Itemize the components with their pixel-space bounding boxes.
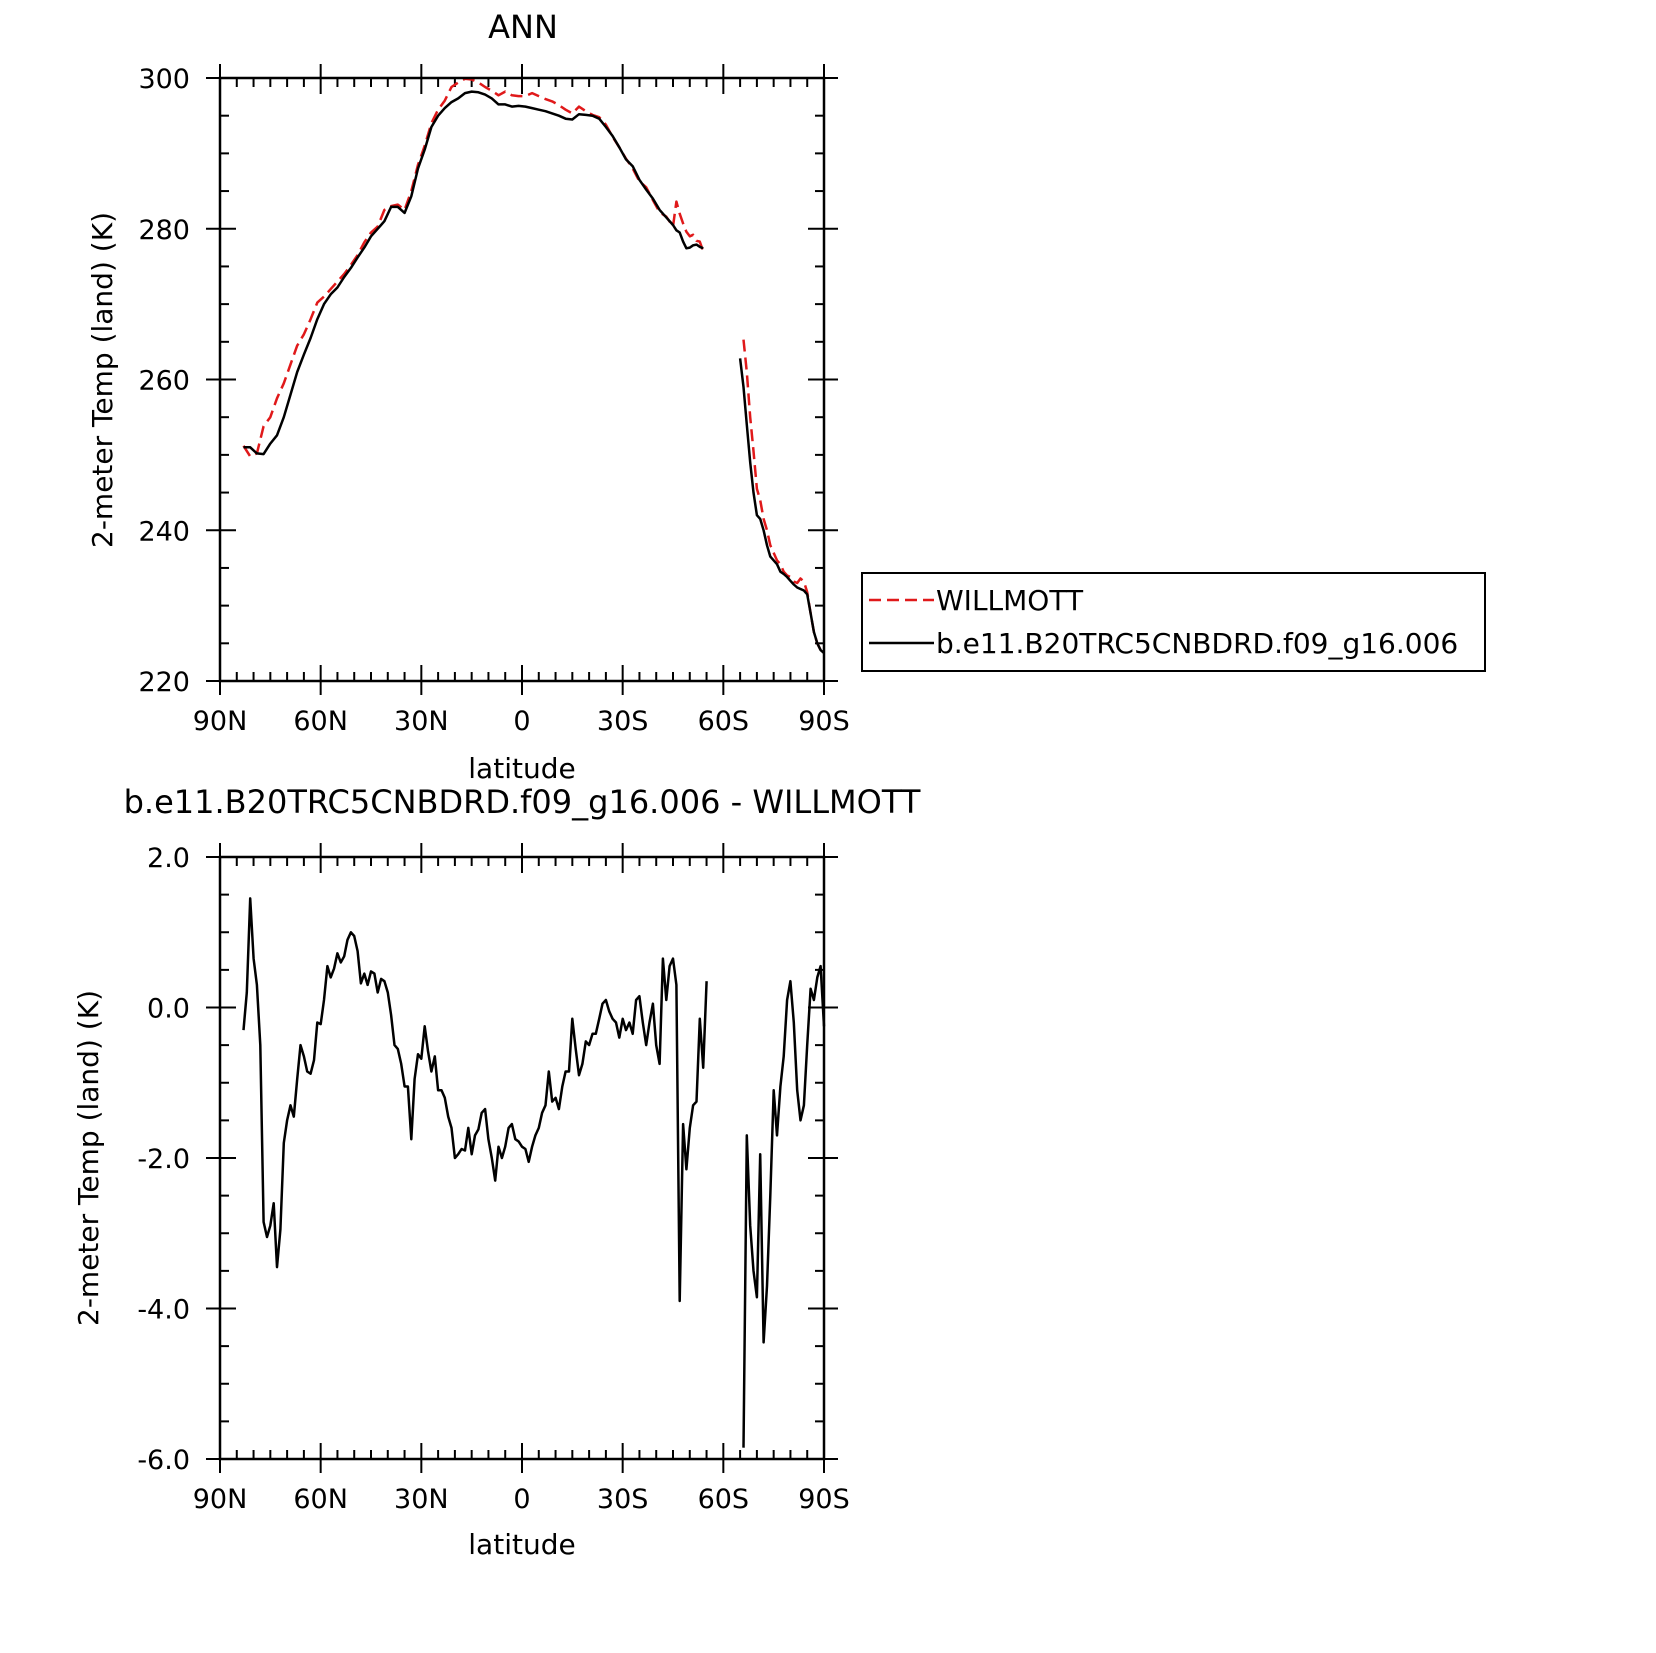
y-tick-label: 300 — [138, 64, 190, 95]
series-layer — [242, 897, 826, 1448]
x-tick-label: 60N — [293, 1484, 348, 1515]
tick-labels: 90N 60N 30N 0 30S 60S 90S -6.0 -4.0 -2.0 0.0 2.0 — [137, 843, 849, 1515]
plot-frame — [218, 76, 826, 683]
series-line — [742, 964, 826, 1448]
x-axis-label: latitude — [468, 1528, 575, 1561]
y-tick-label: 0.0 — [147, 994, 190, 1025]
x-tick-label: 30S — [597, 706, 649, 737]
chart-title: ANN — [488, 8, 558, 46]
chart-panel-difference: b.e11.B20TRC5CNBDRD.f09_g16.006 - WILLMO… — [72, 783, 921, 1561]
y-tick-label: 260 — [138, 366, 190, 397]
x-axis-label: latitude — [468, 752, 575, 785]
y-tick-label: 2.0 — [147, 843, 190, 874]
chart-title: b.e11.B20TRC5CNBDRD.f09_g16.006 - WILLMO… — [124, 783, 921, 821]
series-line — [738, 358, 825, 655]
x-tick-label: 90N — [193, 1484, 248, 1515]
legend-label-willmott: WILLMOTT — [936, 584, 1084, 617]
y-tick-label: 280 — [138, 215, 190, 246]
series-layer — [242, 77, 825, 655]
series-line — [742, 339, 825, 655]
x-tick-label: 60N — [293, 706, 348, 737]
x-tick-label: 30N — [394, 706, 449, 737]
tick-labels: 90N 60N 30N 0 30S 60S 90S 220 240 260 280 300 — [138, 64, 849, 737]
legend: WILLMOTT b.e11.B20TRC5CNBDRD.f09_g16.006 — [861, 572, 1486, 672]
series-line — [242, 77, 705, 458]
y-tick-label: -6.0 — [137, 1445, 190, 1476]
x-tick-label: 90S — [798, 1484, 850, 1515]
x-tick-label: 30N — [394, 1484, 449, 1515]
axis-ticks — [206, 64, 838, 695]
y-axis-label: 2-meter Temp (land) (K) — [86, 212, 119, 548]
x-tick-label: 30S — [597, 1484, 649, 1515]
x-tick-label: 60S — [698, 1484, 750, 1515]
chart-panel-temperature: ANN 90N 60N 30N 0 30S 60S 90S 220 240 260 280 300 l… — [86, 8, 850, 785]
y-tick-label: -2.0 — [137, 1144, 190, 1175]
x-tick-label: 90S — [798, 706, 850, 737]
y-tick-label: 220 — [138, 667, 190, 698]
x-tick-label: 60S — [698, 706, 750, 737]
series-line — [243, 90, 704, 456]
x-tick-label: 90N — [193, 706, 248, 737]
y-axis-label: 2-meter Temp (land) (K) — [72, 990, 105, 1326]
y-tick-label: 240 — [138, 516, 190, 547]
legend-label-model: b.e11.B20TRC5CNBDRD.f09_g16.006 — [936, 627, 1458, 660]
x-tick-label: 0 — [513, 1484, 530, 1515]
legend-box — [861, 572, 1486, 672]
plot-frame — [218, 855, 826, 1461]
series-line — [242, 897, 708, 1303]
x-tick-label: 0 — [513, 706, 530, 737]
y-tick-label: -4.0 — [137, 1295, 190, 1326]
